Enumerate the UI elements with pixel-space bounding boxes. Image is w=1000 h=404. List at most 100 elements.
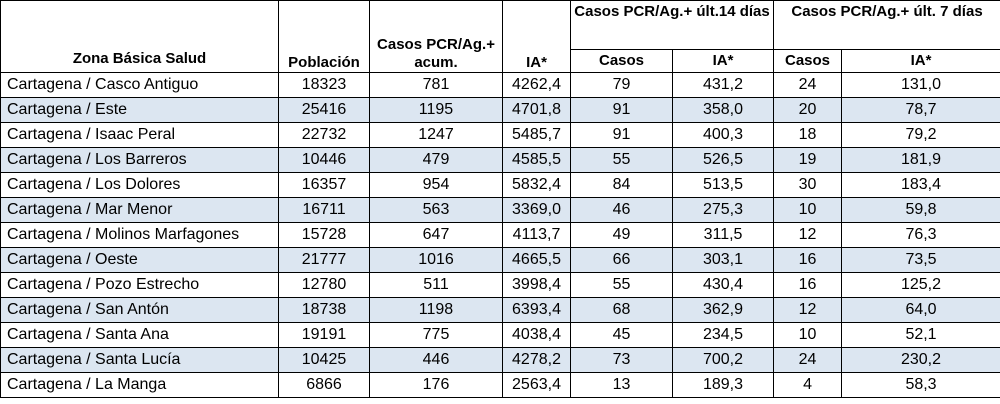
ia-cell: 4113,7: [502, 222, 571, 248]
casos-14-cell: 91: [570, 122, 673, 148]
zona-cell: Cartagena / Isaac Peral: [0, 122, 279, 148]
casos-acum-cell: 1016: [369, 247, 503, 273]
ia-14-cell: 526,5: [671, 147, 775, 173]
ia-cell: 2563,4: [502, 372, 571, 398]
ia-14-cell: 303,1: [671, 247, 775, 273]
header-group-7-dias: Casos PCR/Ag.+ últ. 7 días: [773, 0, 1000, 50]
ia-7-cell: 73,5: [841, 247, 1000, 273]
ia-7-cell: 59,8: [841, 197, 1000, 223]
header-ia-7: IA*: [841, 49, 1000, 73]
ia-7-cell: 52,1: [841, 322, 1000, 348]
casos-acum-cell: 781: [369, 72, 503, 98]
table-row: Cartagena / Pozo Estrecho 12780 511 3998,4 5…: [0, 272, 1000, 298]
poblacion-cell: 21777: [278, 247, 370, 273]
ia-14-cell: 513,5: [671, 172, 775, 198]
poblacion-cell: 19191: [278, 322, 370, 348]
ia-7-cell: 78,7: [841, 97, 1000, 123]
ia-7-cell: 230,2: [841, 347, 1000, 373]
ia-7-cell: 76,3: [841, 222, 1000, 248]
zona-cell: Cartagena / Oeste: [0, 247, 279, 273]
casos-7-cell: 10: [773, 322, 843, 348]
zona-cell: Cartagena / San Antón: [0, 297, 279, 323]
ia-cell: 4038,4: [502, 322, 571, 348]
table-row: Cartagena / Casco Antiguo 18323 781 4262,4 7…: [0, 72, 1000, 98]
ia-7-cell: 183,4: [841, 172, 1000, 198]
ia-cell: 4665,5: [502, 247, 571, 273]
ia-14-cell: 234,5: [671, 322, 775, 348]
casos-14-cell: 68: [570, 297, 673, 323]
poblacion-cell: 18323: [278, 72, 370, 98]
casos-7-cell: 24: [773, 72, 843, 98]
zona-cell: Cartagena / La Manga: [0, 372, 279, 398]
casos-acum-cell: 1195: [369, 97, 503, 123]
poblacion-cell: 25416: [278, 97, 370, 123]
header-ia-14: IA*: [671, 49, 775, 73]
casos-7-cell: 16: [773, 247, 843, 273]
zona-cell: Cartagena / Santa Lucía: [0, 347, 279, 373]
casos-14-cell: 91: [570, 97, 673, 123]
zona-cell: Cartagena / Pozo Estrecho: [0, 272, 279, 298]
poblacion-cell: 12780: [278, 272, 370, 298]
table-row: Cartagena / Molinos Marfagones 15728 647 41…: [0, 222, 1000, 248]
ia-7-cell: 79,2: [841, 122, 1000, 148]
zona-cell: Cartagena / Los Dolores: [0, 172, 279, 198]
poblacion-cell: 10425: [278, 347, 370, 373]
ia-cell: 5832,4: [502, 172, 571, 198]
header-ia: IA*: [502, 0, 571, 73]
casos-7-cell: 12: [773, 222, 843, 248]
casos-14-cell: 79: [570, 72, 673, 98]
casos-14-cell: 46: [570, 197, 673, 223]
header-casos-14: Casos: [570, 49, 673, 73]
ia-cell: 4262,4: [502, 72, 571, 98]
zona-cell: Cartagena / Mar Menor: [0, 197, 279, 223]
poblacion-cell: 18738: [278, 297, 370, 323]
poblacion-cell: 15728: [278, 222, 370, 248]
casos-14-cell: 73: [570, 347, 673, 373]
poblacion-cell: 16357: [278, 172, 370, 198]
casos-14-cell: 49: [570, 222, 673, 248]
table-row: Cartagena / Los Dolores 16357 954 5832,4 84 5…: [0, 172, 1000, 198]
header-poblacion: Población: [278, 0, 370, 73]
ia-14-cell: 431,2: [671, 72, 775, 98]
casos-acum-cell: 511: [369, 272, 503, 298]
ia-cell: 5485,7: [502, 122, 571, 148]
casos-14-cell: 55: [570, 272, 673, 298]
casos-acum-cell: 954: [369, 172, 503, 198]
table-row: Cartagena / Los Barreros 10446 479 4585,5 55…: [0, 147, 1000, 173]
zona-cell: Cartagena / Este: [0, 97, 279, 123]
casos-7-cell: 30: [773, 172, 843, 198]
zona-cell: Cartagena / Santa Ana: [0, 322, 279, 348]
casos-14-cell: 66: [570, 247, 673, 273]
zona-cell: Cartagena / Los Barreros: [0, 147, 279, 173]
ia-14-cell: 358,0: [671, 97, 775, 123]
header-group-14-dias: Casos PCR/Ag.+ últ.14 días: [569, 0, 775, 50]
table-row: Cartagena / Este 25416 1195 4701,8 91 358,0 20…: [0, 97, 1000, 123]
casos-acum-cell: 1198: [369, 297, 503, 323]
ia-14-cell: 362,9: [671, 297, 775, 323]
casos-acum-cell: 176: [369, 372, 503, 398]
table-body: Cartagena / Casco Antiguo 18323 781 4262,4 7…: [0, 72, 1000, 398]
poblacion-cell: 16711: [278, 197, 370, 223]
ia-7-cell: 181,9: [841, 147, 1000, 173]
header-zona: Zona Básica Salud: [0, 0, 279, 73]
poblacion-cell: 10446: [278, 147, 370, 173]
casos-14-cell: 13: [570, 372, 673, 398]
ia-14-cell: 189,3: [671, 372, 775, 398]
zona-cell: Cartagena / Molinos Marfagones: [0, 222, 279, 248]
ia-cell: 3998,4: [502, 272, 571, 298]
ia-7-cell: 64,0: [841, 297, 1000, 323]
ia-cell: 6393,4: [502, 297, 571, 323]
poblacion-cell: 6866: [278, 372, 370, 398]
casos-7-cell: 24: [773, 347, 843, 373]
table-row: Cartagena / La Manga 6866 176 2563,4 13 189,3…: [0, 372, 1000, 398]
ia-14-cell: 430,4: [671, 272, 775, 298]
table-row: Cartagena / San Antón 18738 1198 6393,4 68 36…: [0, 297, 1000, 323]
table-row: Cartagena / Isaac Peral 22732 1247 5485,7 91…: [0, 122, 1000, 148]
ia-14-cell: 400,3: [671, 122, 775, 148]
casos-7-cell: 10: [773, 197, 843, 223]
casos-14-cell: 55: [570, 147, 673, 173]
casos-7-cell: 12: [773, 297, 843, 323]
casos-7-cell: 20: [773, 97, 843, 123]
ia-14-cell: 275,3: [671, 197, 775, 223]
